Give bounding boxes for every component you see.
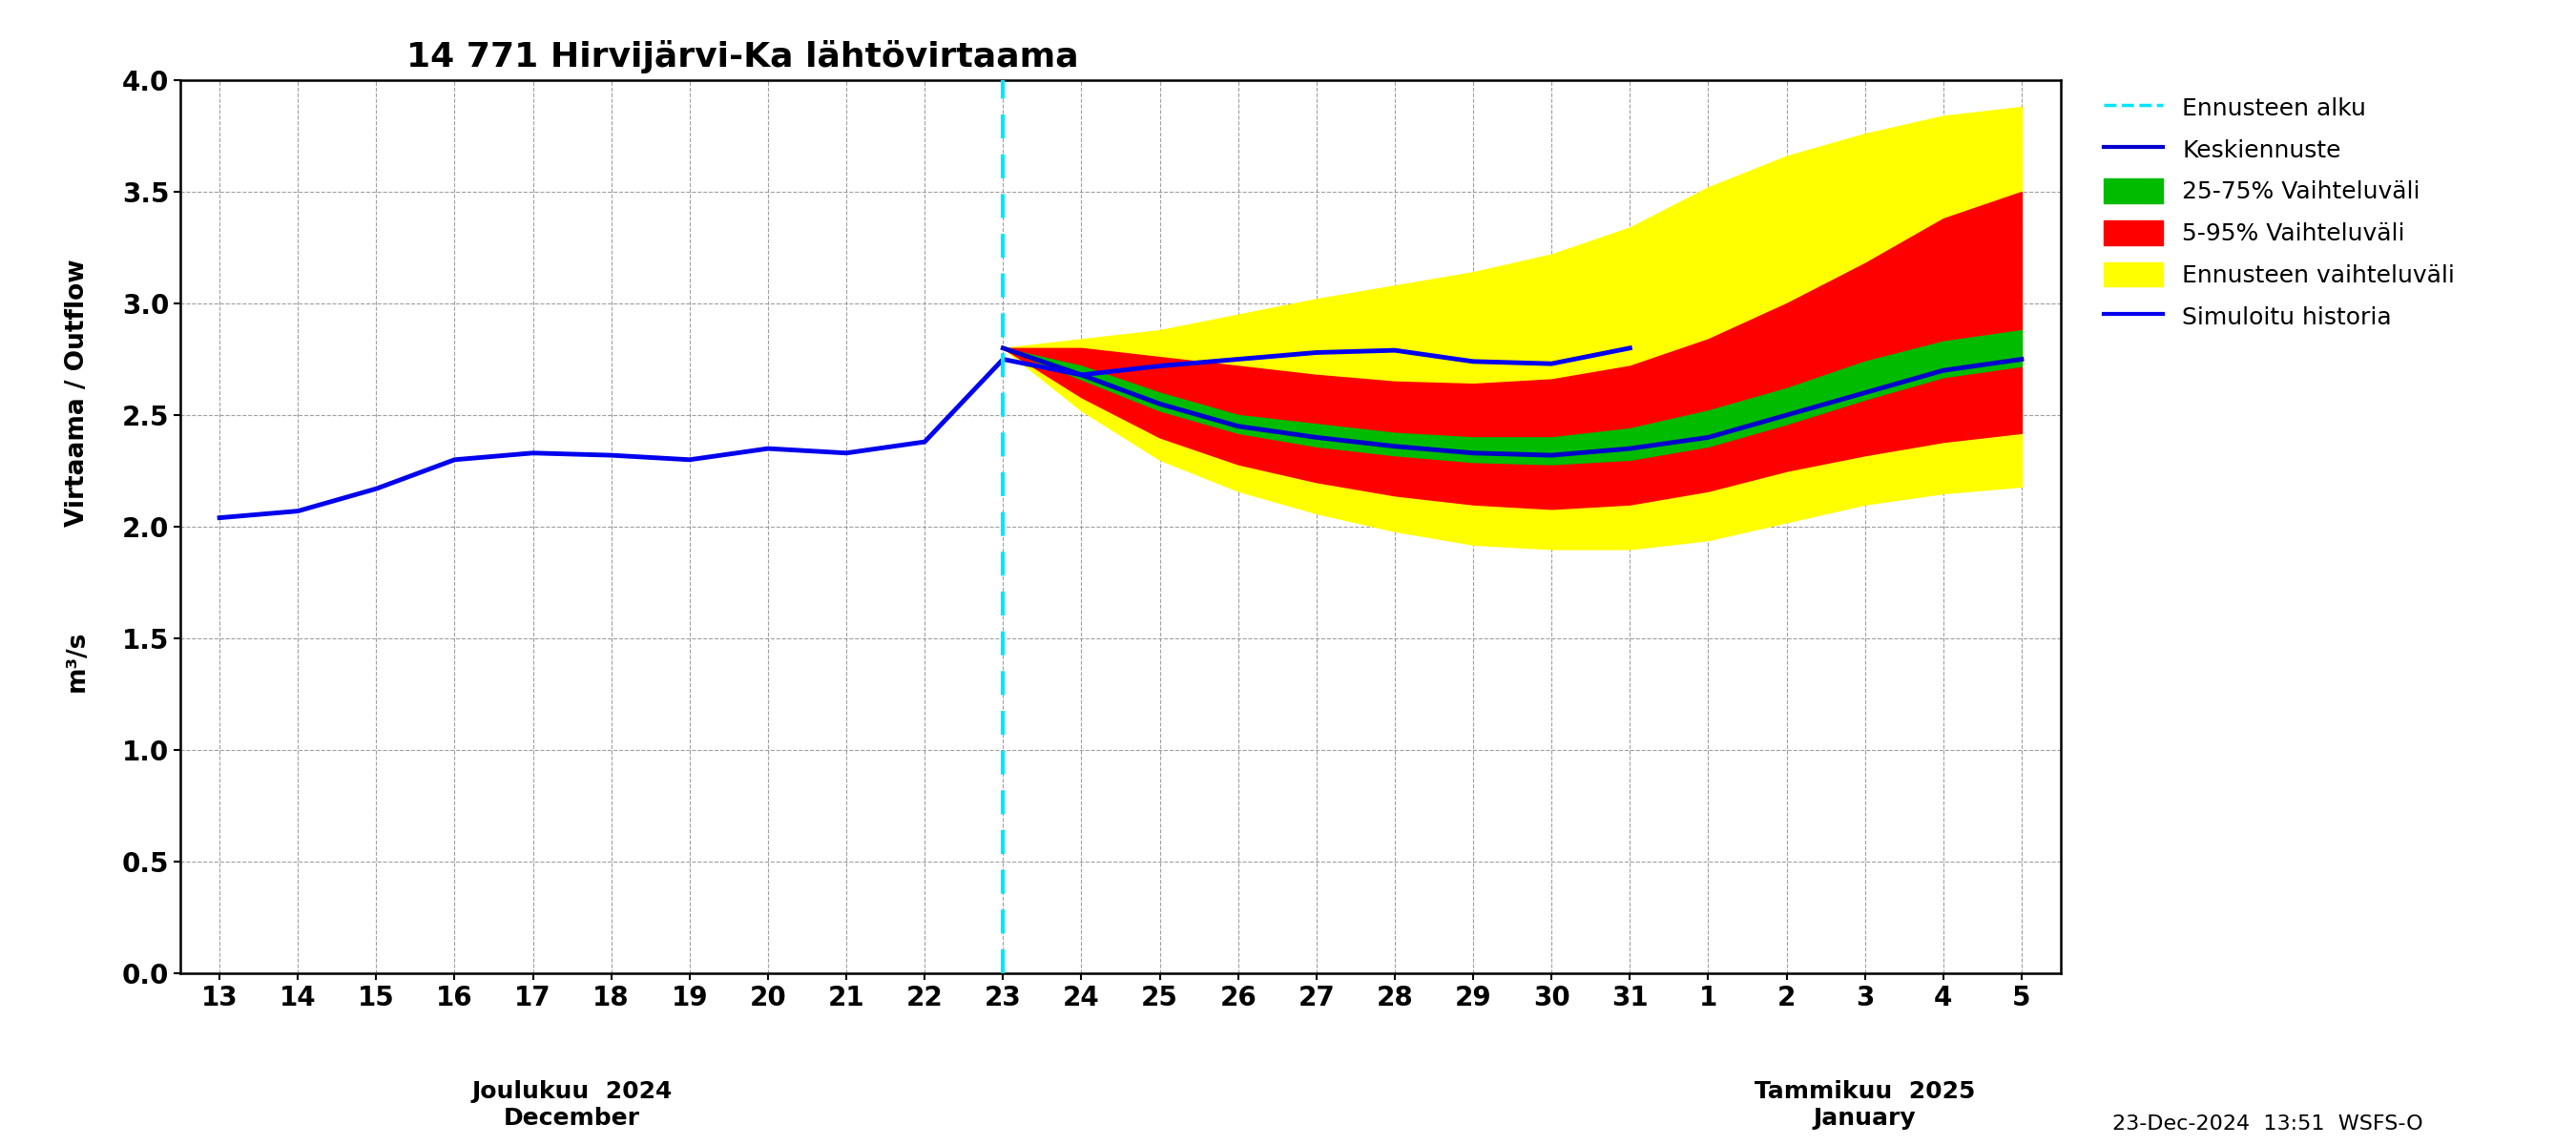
Text: 23-Dec-2024  13:51  WSFS-O: 23-Dec-2024 13:51 WSFS-O	[2112, 1114, 2424, 1134]
Text: Tammikuu  2025
January: Tammikuu 2025 January	[1754, 1081, 1976, 1130]
Text: Joulukuu  2024
December: Joulukuu 2024 December	[471, 1081, 672, 1130]
Text: m³/s: m³/s	[64, 630, 90, 692]
Legend: Ennusteen alku, Keskiennuste, 25-75% Vaihteluväli, 5-95% Vaihteluväli, Ennusteen: Ennusteen alku, Keskiennuste, 25-75% Vai…	[2092, 84, 2468, 341]
Text: Virtaama / Outflow: Virtaama / Outflow	[64, 259, 90, 527]
Text: 14 771 Hirvijärvi-Ka lähtövirtaama: 14 771 Hirvijärvi-Ka lähtövirtaama	[407, 40, 1079, 73]
